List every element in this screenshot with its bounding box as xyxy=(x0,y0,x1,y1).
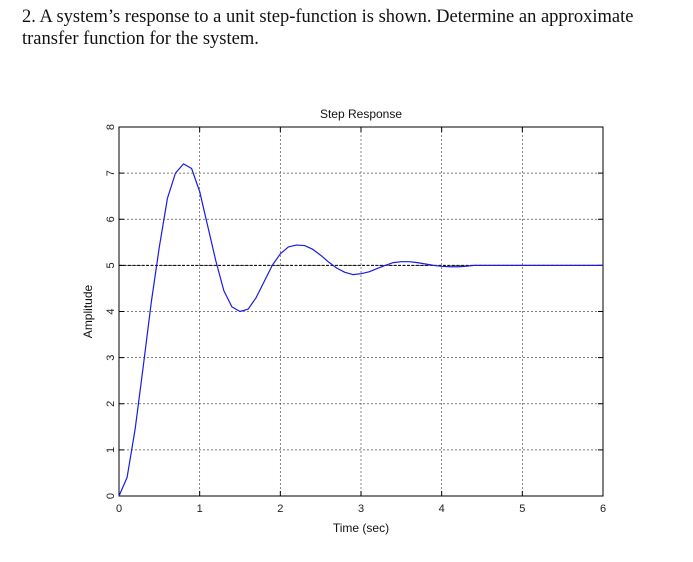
y-tick-label: 1 xyxy=(105,447,117,453)
y-tick-label: 7 xyxy=(105,170,117,176)
x-tick-label: 3 xyxy=(358,503,364,515)
y-tick-label: 6 xyxy=(105,216,117,222)
y-tick-label: 2 xyxy=(105,401,117,407)
x-axis-label: Time (sec) xyxy=(333,521,389,535)
x-tick-label: 1 xyxy=(197,503,203,515)
y-axis-label: Amplitude xyxy=(81,285,95,339)
y-tick-label: 4 xyxy=(105,308,117,314)
grid-lines xyxy=(119,127,603,496)
y-tick-label: 5 xyxy=(105,262,117,268)
x-tick-label: 0 xyxy=(116,503,122,515)
step-response-line xyxy=(118,163,603,497)
x-tick-label: 6 xyxy=(600,503,606,515)
x-tick-label: 2 xyxy=(277,503,283,515)
chart-title: Step Response xyxy=(320,107,402,121)
x-tick-label: 4 xyxy=(439,503,445,515)
y-tick-label: 0 xyxy=(105,493,117,499)
y-tick-label: 3 xyxy=(105,355,117,361)
question-text: 2. A system’s response to a unit step-fu… xyxy=(22,7,634,49)
y-tick-label: 8 xyxy=(105,124,117,130)
x-tick-label: 5 xyxy=(519,503,525,515)
